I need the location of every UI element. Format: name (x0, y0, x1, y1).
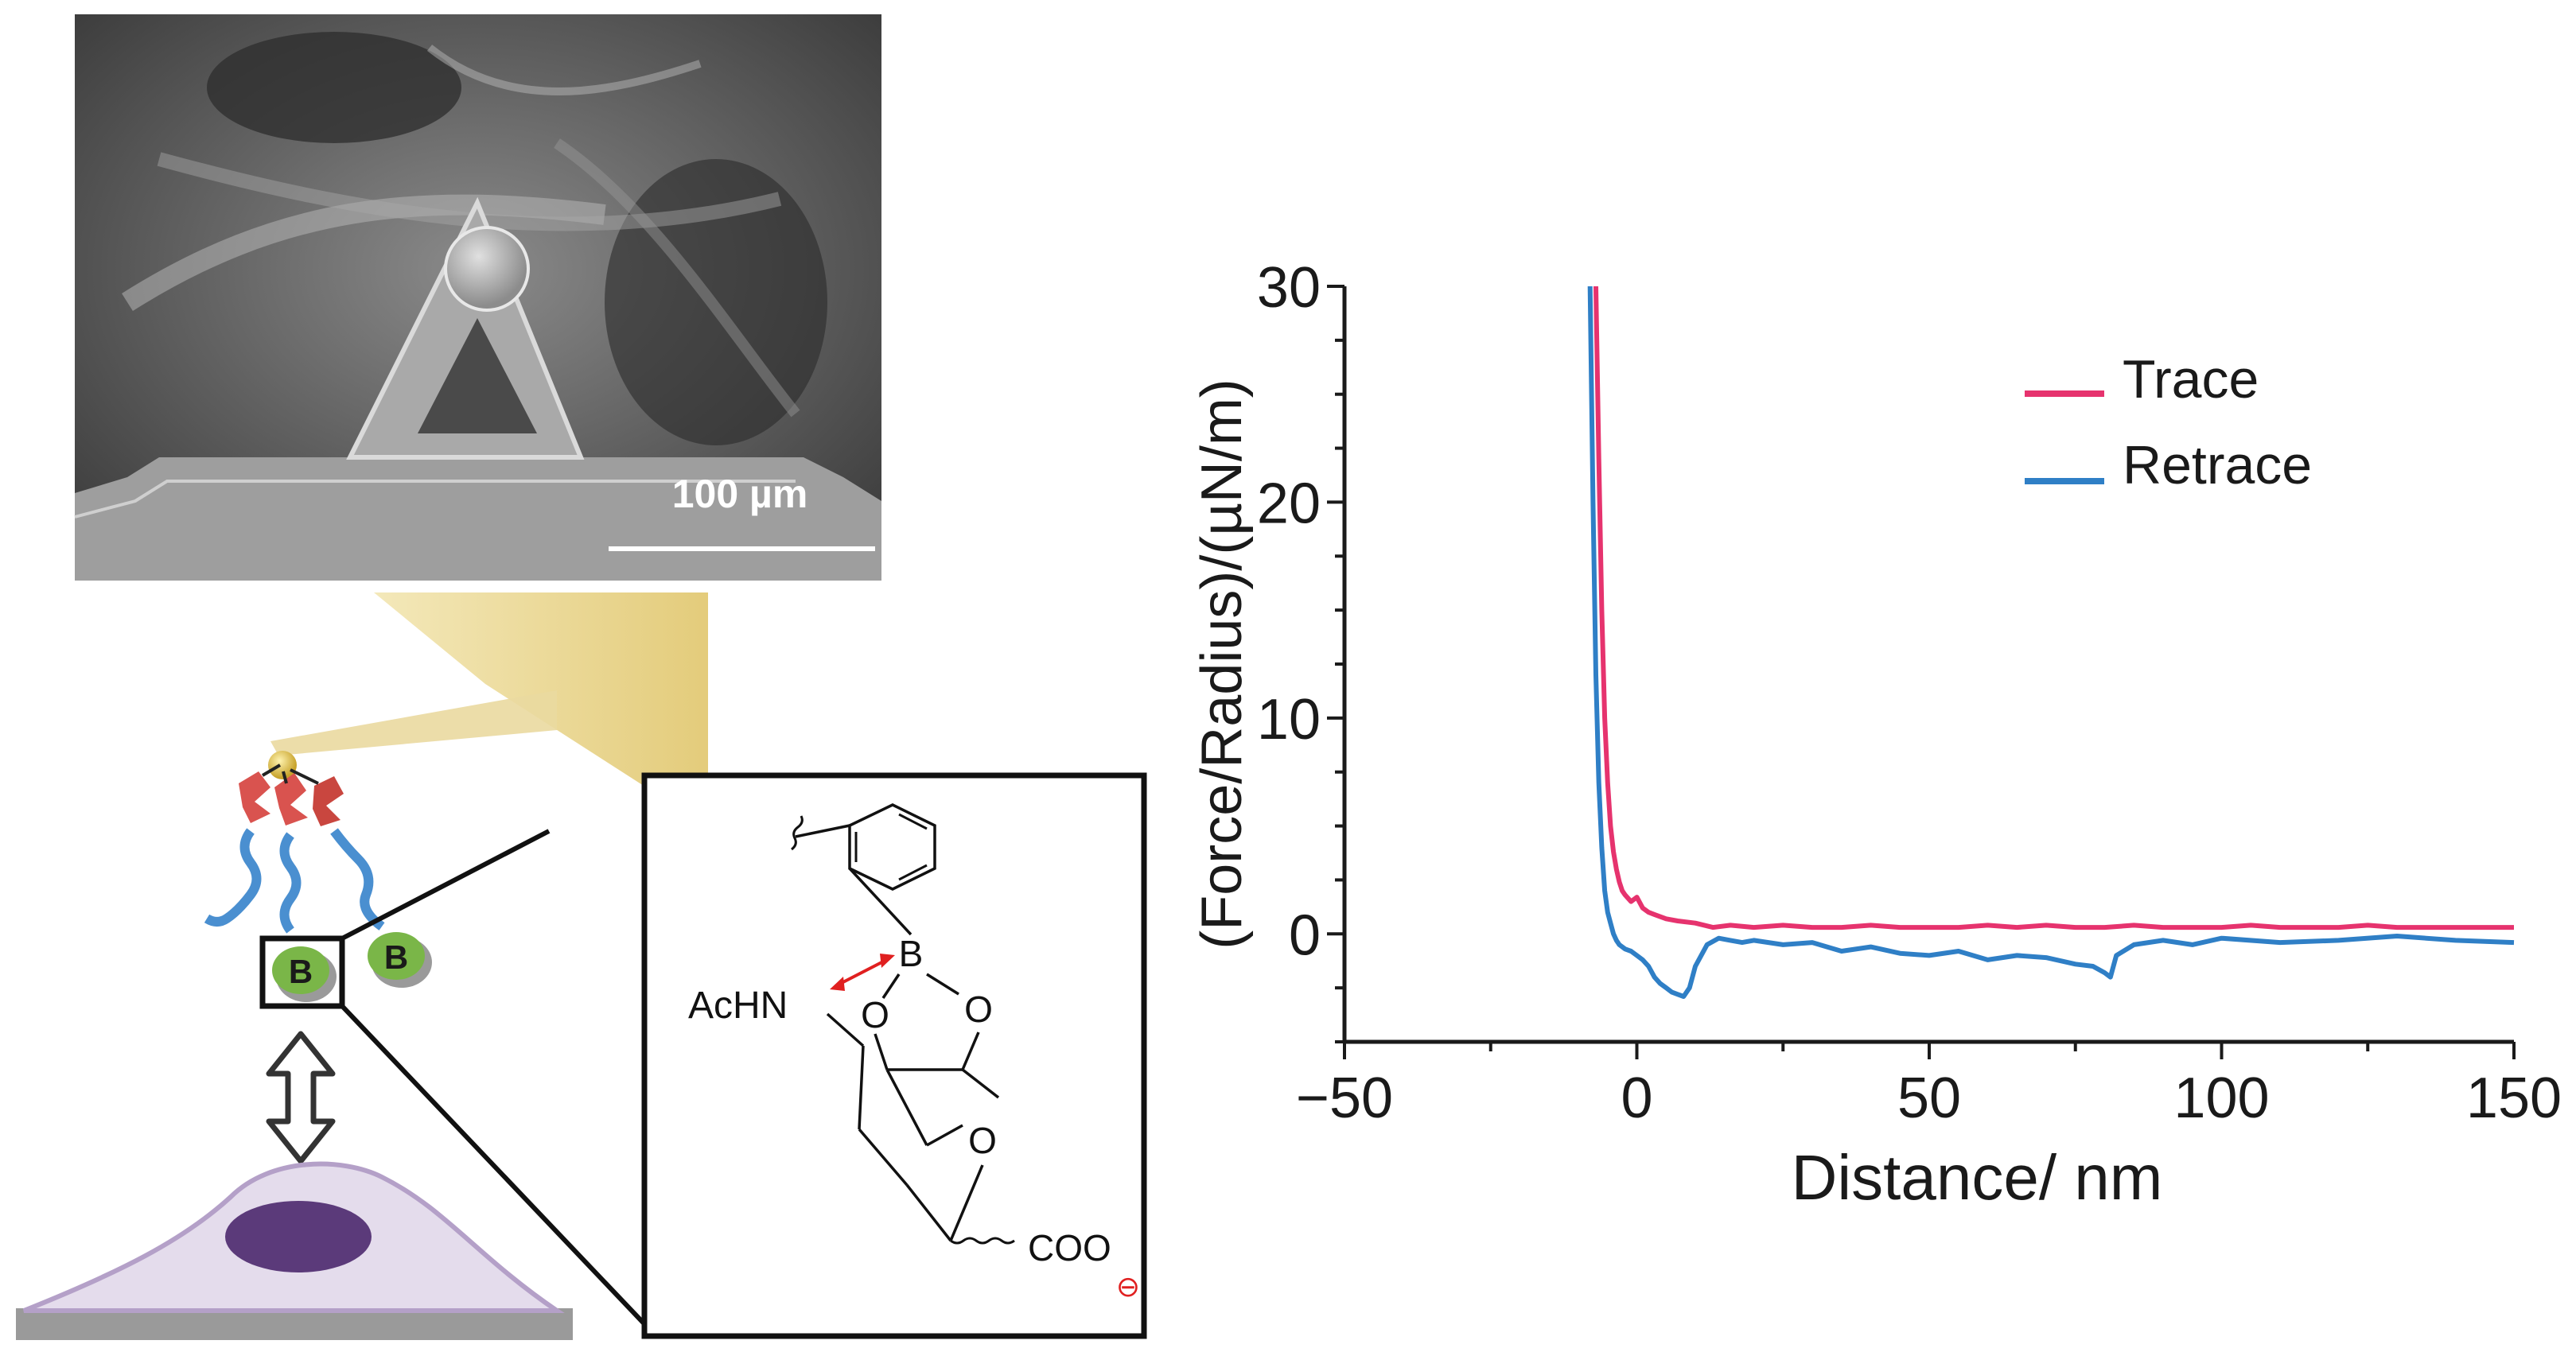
structure-box (641, 772, 1147, 1339)
y-tick-label: 10 (1257, 688, 1321, 752)
sem-fiber (554, 138, 800, 418)
x-tick-label: 0 (1621, 1066, 1652, 1130)
series-line-trace (1593, 286, 2514, 930)
y-tick-label: 30 (1257, 256, 1321, 320)
bond (898, 864, 928, 881)
bond (858, 1045, 865, 1130)
peg-linker (279, 832, 302, 934)
bond (961, 1068, 1000, 1099)
sem-shadow-blob (605, 159, 827, 445)
legend-label-trace: Trace (2123, 349, 2259, 410)
zoom-line (340, 829, 551, 941)
bond (926, 973, 959, 996)
wavy-bond (950, 1237, 1015, 1245)
cell-nucleus (225, 1201, 372, 1272)
series-line-retrace (1587, 286, 2515, 999)
ligand-tether (261, 763, 282, 777)
sem-fiber (122, 194, 606, 311)
boronic-acid-bead (368, 932, 425, 980)
ring-oxygen: O (968, 1120, 997, 1161)
bond (795, 824, 850, 838)
ligand-glycan (239, 771, 270, 823)
attachment-squiggle (791, 815, 804, 851)
chart-axes: 0 10 20 30 −50 0 50 100 150 (1257, 256, 2562, 1130)
bond (898, 813, 928, 830)
peg-linker (330, 828, 385, 930)
gold-bead (268, 751, 297, 779)
x-tick-label: 100 (2173, 1066, 2269, 1130)
cantilever-triangle (346, 196, 585, 460)
peg-linker (204, 828, 262, 927)
sem-image: 100 µm (74, 14, 881, 581)
bond (885, 1069, 928, 1146)
chip-edge (74, 480, 796, 519)
ligand-glycan (274, 773, 308, 826)
x-tick-label: −50 (1296, 1066, 1393, 1130)
bond (874, 1033, 889, 1070)
zoom-box (259, 935, 345, 1009)
x-tick-label: 50 (1897, 1066, 1961, 1130)
cantilever-schematic (270, 690, 557, 756)
carboxylate-group: COO (1028, 1227, 1111, 1268)
boron-atom: B (899, 933, 924, 974)
substrate-surface (16, 1308, 573, 1340)
afm-schematic: B B (16, 592, 708, 1340)
oxygen-atom: O (861, 994, 889, 1035)
boronic-acid-bead (272, 946, 329, 994)
x-axis-label: Distance/ nm (1792, 1142, 2163, 1213)
ligand-cluster (239, 763, 344, 826)
bond (848, 867, 912, 936)
cantilever-cutout (418, 318, 537, 433)
y-axis-label: (Force/Radius)/(µN/m) (1190, 379, 1254, 950)
force-distance-chart: 0 10 20 30 −50 0 50 100 150 (Force/Radius)/(µN/m… (1190, 256, 2562, 1213)
scale-bar-label: 100 µm (672, 472, 808, 516)
bond (926, 1124, 963, 1147)
ligand-glycan (313, 776, 344, 826)
boronic-acid-label: B (289, 953, 313, 990)
x-tick-label: 150 (2466, 1066, 2562, 1130)
chemical-structure-panel: B O O AcHN O COO ⊖ (641, 772, 1147, 1339)
bond (905, 1183, 952, 1242)
colloidal-probe-bead (444, 226, 530, 312)
binding-double-arrow (266, 1031, 336, 1164)
arrowhead (830, 977, 845, 991)
ligand-tether (290, 768, 319, 785)
achn-group: AcHN (688, 985, 788, 1027)
sem-fiber (426, 45, 702, 95)
legend-label-retrace: Retrace (2123, 435, 2312, 495)
zoom-line (340, 1004, 651, 1331)
bond (961, 1031, 980, 1070)
chart-series (1587, 286, 2515, 999)
oxygen-atom: O (964, 989, 993, 1030)
negative-charge: ⊖ (1116, 1270, 1140, 1303)
arrowhead (880, 954, 895, 968)
dative-interaction-arrow (835, 957, 890, 988)
sem-shadow-blob (207, 32, 461, 143)
sem-fiber (157, 152, 782, 231)
boronic-acid-label: B (384, 938, 408, 976)
bond (881, 973, 901, 999)
y-tick-label: 0 (1289, 903, 1321, 967)
ligand-tether (282, 771, 288, 784)
bond (826, 1012, 865, 1047)
bond (949, 1164, 984, 1241)
chart-legend: Trace Retrace (2025, 349, 2312, 495)
y-tick-label: 20 (1257, 472, 1321, 535)
bond (858, 1128, 909, 1187)
